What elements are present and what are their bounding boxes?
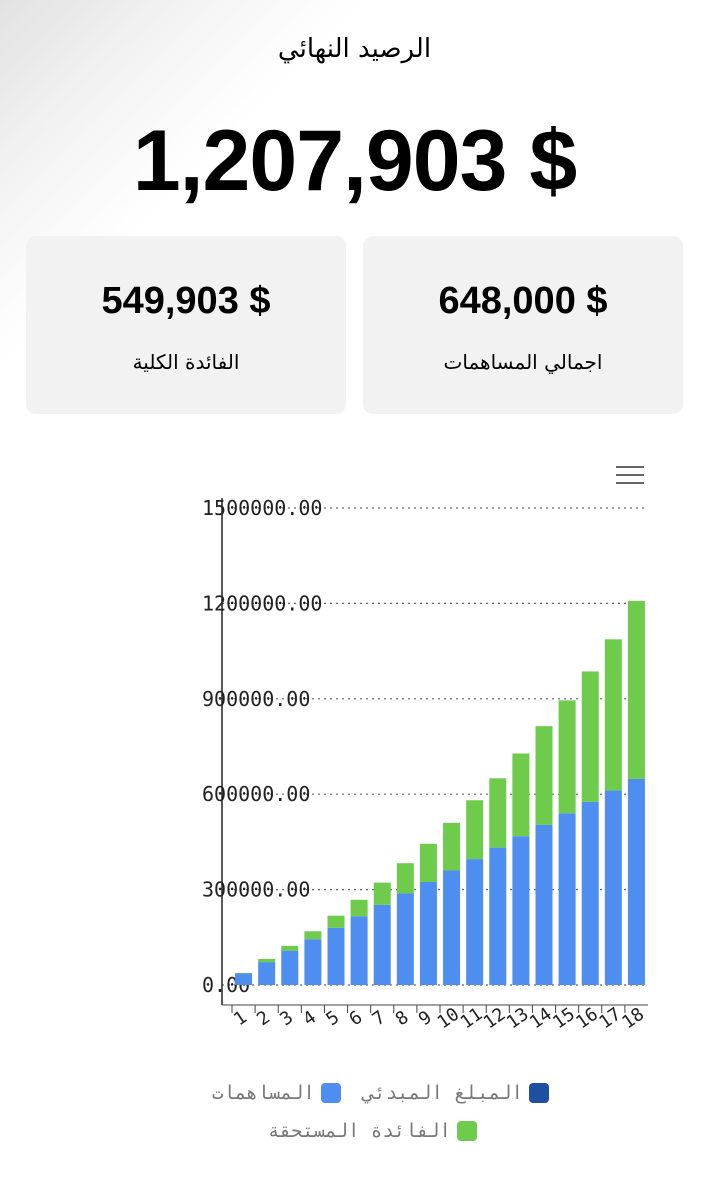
bar-interest bbox=[558, 700, 576, 814]
final-balance-value: 1,207,903 $ bbox=[132, 113, 577, 209]
bar-interest bbox=[235, 972, 253, 974]
legend-item-contributions[interactable]: المساهمات bbox=[212, 1082, 341, 1104]
bar-contributions bbox=[350, 916, 368, 985]
bar-contributions bbox=[281, 950, 299, 985]
legend-swatch-interest bbox=[457, 1121, 477, 1141]
chart-legend: المبلغ المبدئي المساهمات الفائدة المستحق… bbox=[0, 1078, 709, 1168]
bar-contributions bbox=[327, 927, 345, 985]
total-contributions-card: 648,000 $ اجمالي المساهمات bbox=[363, 236, 683, 414]
menu-line bbox=[616, 474, 644, 476]
bar-contributions bbox=[396, 893, 414, 985]
bar-contributions bbox=[304, 939, 322, 985]
x-tick-label: 3 bbox=[276, 1007, 297, 1030]
bar-contributions bbox=[558, 813, 576, 985]
total-contributions-label: اجمالي المساهمات bbox=[443, 350, 603, 374]
bar-interest bbox=[304, 931, 322, 940]
x-tick-label: 18 bbox=[618, 1004, 648, 1034]
bar-interest bbox=[466, 800, 484, 860]
bar-interest bbox=[396, 863, 414, 894]
x-tick-label: 4 bbox=[299, 1007, 320, 1030]
bar-contributions bbox=[489, 847, 507, 985]
bar-interest bbox=[627, 600, 645, 779]
legend-item-interest[interactable]: الفائدة المستحقة bbox=[268, 1120, 477, 1142]
total-interest-card: 549,903 $ الفائدة الكلية bbox=[26, 236, 346, 414]
x-tick-label: 6 bbox=[345, 1007, 366, 1030]
bar-contributions bbox=[419, 881, 437, 985]
bar-interest bbox=[512, 753, 530, 837]
bar-interest bbox=[327, 915, 345, 928]
bar-contributions bbox=[581, 801, 599, 985]
legend-label-contributions: المساهمات bbox=[211, 1082, 315, 1104]
bar-contributions bbox=[258, 962, 276, 985]
legend-label-interest: الفائدة المستحقة bbox=[267, 1120, 451, 1142]
total-interest-label: الفائدة الكلية bbox=[132, 350, 240, 374]
x-tick-label: 2 bbox=[253, 1007, 274, 1030]
total-interest-value: 549,903 $ bbox=[101, 280, 271, 322]
legend-row: المبلغ المبدئي المساهمات bbox=[190, 1082, 549, 1104]
bar-interest bbox=[604, 639, 622, 791]
bar-interest bbox=[281, 945, 299, 951]
legend-swatch-contributions bbox=[320, 1083, 341, 1103]
menu-line bbox=[616, 482, 644, 484]
stacked-bar-chart: 0.00300000.00600000.00900000.001200000.0… bbox=[202, 496, 648, 1034]
bar-interest bbox=[489, 778, 507, 848]
final-balance-label: الرصيد النهائي bbox=[277, 34, 432, 64]
bar-contributions bbox=[604, 790, 622, 985]
menu-line bbox=[616, 466, 644, 468]
y-tick-label: 1500000.00 bbox=[202, 496, 322, 520]
y-tick-label: 1200000.00 bbox=[202, 591, 322, 615]
legend-row: الفائدة المستحقة bbox=[246, 1120, 477, 1142]
bar-interest bbox=[373, 882, 391, 905]
bar-contributions bbox=[235, 973, 253, 985]
legend-label-initial: المبلغ المبدئي bbox=[362, 1082, 523, 1104]
bar-contributions bbox=[443, 870, 461, 985]
bar-interest bbox=[443, 822, 461, 871]
x-tick-label: 7 bbox=[369, 1007, 390, 1030]
bar-contributions bbox=[535, 824, 553, 985]
bar-contributions bbox=[373, 904, 391, 985]
bar-contributions bbox=[466, 859, 484, 985]
bar-interest bbox=[535, 726, 553, 825]
x-tick-label: 5 bbox=[322, 1007, 343, 1030]
x-tick-label: 9 bbox=[415, 1007, 436, 1030]
legend-swatch-initial bbox=[529, 1083, 549, 1103]
total-contributions-value: 648,000 $ bbox=[438, 280, 608, 322]
bar-interest bbox=[350, 899, 368, 917]
y-tick-label: 600000.00 bbox=[202, 782, 310, 806]
bar-interest bbox=[419, 843, 437, 882]
bar-interest bbox=[581, 671, 599, 802]
x-tick-label: 1 bbox=[230, 1007, 251, 1030]
y-tick-label: 900000.00 bbox=[202, 687, 310, 711]
hamburger-menu-icon[interactable] bbox=[616, 466, 644, 488]
bar-contributions bbox=[512, 836, 530, 985]
x-tick-label: 8 bbox=[392, 1007, 413, 1030]
bar-interest bbox=[258, 958, 276, 963]
bar-contributions bbox=[627, 778, 645, 985]
y-tick-label: 300000.00 bbox=[202, 878, 310, 902]
legend-item-initial[interactable]: المبلغ المبدئي bbox=[363, 1082, 549, 1104]
